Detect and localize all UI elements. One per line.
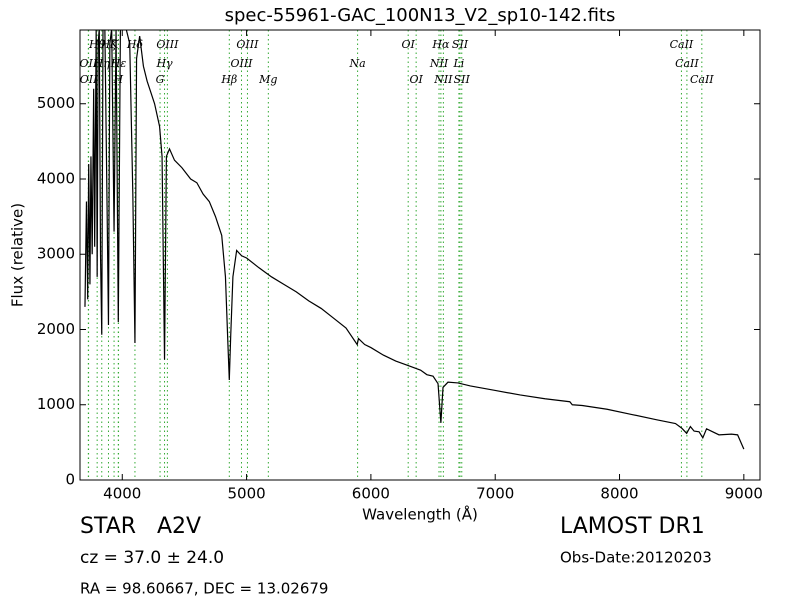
spectral-line-label: OIII [230, 57, 253, 70]
spectral-line-label: Hβ [220, 73, 237, 86]
y-tick-label: 5000 [37, 94, 75, 112]
spectral-line-label: SII [454, 73, 471, 86]
spectral-line-label: Hζ [100, 38, 118, 51]
spectral-line-label: OII [80, 73, 98, 86]
spectral-line-label: NII [433, 73, 453, 86]
spectral-line-label: SII [452, 38, 469, 51]
spectral-line-label: Li [452, 57, 464, 70]
spectral-line-label: OII [79, 57, 97, 70]
y-tick-label: 1000 [37, 395, 75, 413]
spectral-line-label: OIII [156, 38, 179, 51]
spectral-line-label: H [112, 73, 123, 86]
class-label: STAR A2V [80, 514, 201, 539]
spectral-line-label: OIII [236, 38, 259, 51]
obs-date-label: Obs-Date:20120203 [560, 549, 712, 567]
spectrum-line [84, 30, 745, 450]
x-tick-label: 6000 [352, 485, 390, 503]
y-tick-label: 4000 [37, 169, 75, 187]
spectral-line-label: CaII [675, 57, 699, 70]
x-tick-label: 8000 [600, 485, 638, 503]
x-tick-label: 9000 [725, 485, 763, 503]
spectral-line-label: CaII [690, 73, 714, 86]
x-tick-label: 5000 [227, 485, 265, 503]
y-tick-label: 0 [65, 471, 75, 489]
spectral-line-label: Hθ [88, 38, 106, 51]
coords-label: RA = 98.60667, DEC = 13.02679 [80, 580, 328, 598]
x-tick-label: 7000 [476, 485, 514, 503]
spectral-line-label: K [109, 38, 119, 51]
plot-frame [79, 29, 761, 481]
spectral-line-label: Mg [258, 73, 277, 86]
spectral-line-label: Hε [110, 57, 127, 70]
spectral-line-label: CaII [670, 38, 694, 51]
spectral-line-label: Hη [93, 57, 111, 70]
spectral-line-label: OI [402, 38, 416, 51]
x-axis-label: Wavelength (Å) [362, 505, 478, 524]
x-tick-label: 4000 [103, 485, 141, 503]
y-tick-label: 2000 [37, 320, 75, 338]
spectral-line-label: NII [429, 57, 449, 70]
spectral-line-label: G [156, 73, 165, 86]
y-axis-label: Flux (relative) [9, 203, 27, 307]
chart-title: spec-55961-GAC_100N13_V2_sp10-142.fits [225, 5, 616, 26]
spectral-line-label: Na [349, 57, 366, 70]
cz-label: cz = 37.0 ± 24.0 [80, 548, 224, 568]
y-tick-label: 3000 [37, 245, 75, 263]
spectral-line-label: Hα [431, 38, 450, 51]
survey-label: LAMOST DR1 [560, 514, 705, 539]
spectral-line-label: OI [409, 73, 423, 86]
spectral-line-label: Hδ [126, 38, 144, 51]
spectral-line-label: Hγ [155, 57, 173, 70]
